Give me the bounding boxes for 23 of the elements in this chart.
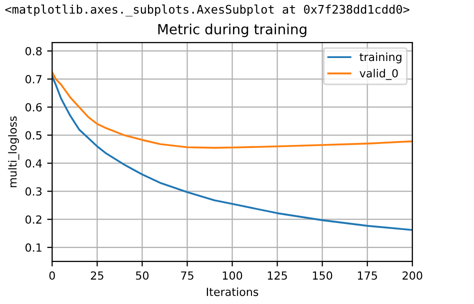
y-tick-label: 0.7 (25, 75, 42, 84)
y-tick-label: 0.5 (25, 131, 42, 140)
y-tick-label: 0.8 (25, 46, 42, 56)
x-tick-label: 150 (312, 271, 332, 280)
y-tick-label: 0.4 (25, 159, 42, 168)
text: <matplotlib.axes._subplots.AxesSubplot at 0x7f238dd1cdd0> (5, 4, 410, 16)
x-axis-title: Iterations (206, 287, 258, 296)
x-tick-label: 25 (90, 271, 104, 280)
y-axis-title: multi_logloss (8, 116, 20, 188)
x-tick-label: 100 (222, 271, 242, 280)
x-tick-label: 0 (49, 271, 55, 280)
legend-label: training (360, 52, 402, 64)
y-tick-label: 0.2 (25, 215, 42, 224)
legend-label: valid_0 (360, 68, 398, 80)
x-tick-label: 175 (358, 272, 377, 280)
y-tick-label: 0.1 (25, 243, 42, 252)
x-tick-label: 75 (181, 272, 194, 280)
x-tick-label: 50 (136, 271, 149, 280)
x-tick-label: 125 (268, 271, 287, 280)
chart-title: Metric during training (158, 24, 306, 38)
y-tick-label: 0.6 (25, 103, 42, 112)
y-tick-label: 0.3 (25, 187, 42, 196)
x-tick-label: 200 (402, 271, 422, 280)
